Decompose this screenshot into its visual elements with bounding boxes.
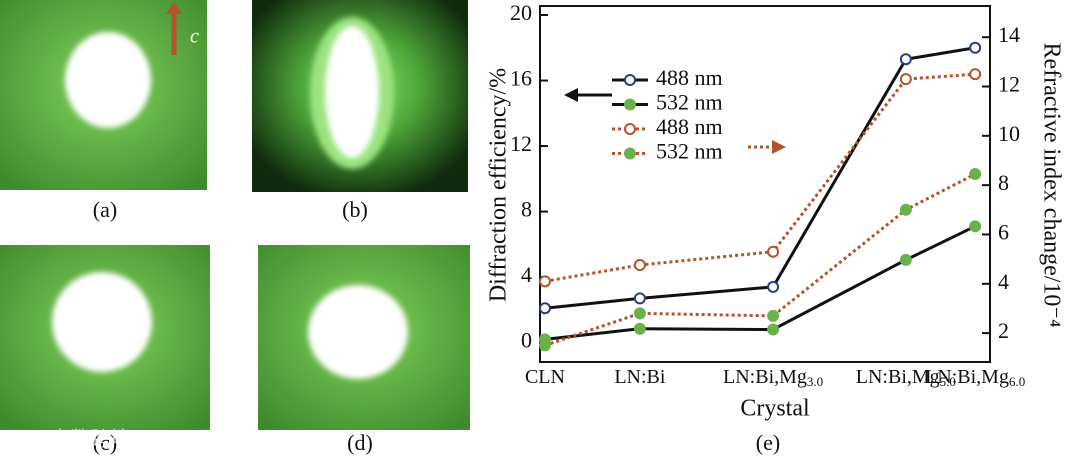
marker <box>899 253 912 266</box>
legend-marker <box>624 74 636 86</box>
y-tick-label: 8 <box>521 197 532 222</box>
series-line <box>544 72 976 283</box>
legend-label: 488 nm <box>656 114 723 139</box>
marker <box>969 68 982 81</box>
category: CLN <box>525 366 565 388</box>
y2-axis-label: Refractive index change/10⁻⁴ <box>1038 43 1064 328</box>
marker <box>633 322 646 335</box>
photo-c <box>0 245 210 430</box>
y2-tick-label: 2 <box>998 318 1009 343</box>
y2-tick-label: 14 <box>998 22 1020 47</box>
marker <box>969 41 982 54</box>
series-line <box>544 46 976 310</box>
marker <box>899 53 912 66</box>
marker <box>633 292 646 305</box>
x-tick-label: LN:Bi,Mg5.0 <box>856 366 956 389</box>
x-tick-label: CLN <box>525 366 565 388</box>
marker <box>767 323 780 336</box>
chart-label: (e) <box>756 430 780 455</box>
category: LN:Bi,Mg <box>856 366 940 388</box>
legend-label: 532 nm <box>656 139 723 164</box>
y-tick-label: 0 <box>521 328 532 353</box>
y-tick-label: 4 <box>521 262 532 287</box>
legend-marker <box>624 123 636 135</box>
legend-arrows <box>564 88 786 154</box>
panel-label: (c) <box>93 430 117 455</box>
marker <box>538 275 551 288</box>
axis-annotation: c <box>190 26 199 48</box>
axes <box>539 5 991 363</box>
photo-b <box>252 0 468 192</box>
marker <box>538 339 551 352</box>
y2-tick-label: 4 <box>998 269 1009 294</box>
category: LN:Bi <box>614 366 666 388</box>
marker <box>969 220 982 233</box>
panel-label: (a) <box>93 197 117 222</box>
category-subscript: 6.0 <box>1009 374 1025 389</box>
marker <box>633 307 646 320</box>
photo-d <box>258 245 470 430</box>
marker <box>538 302 551 315</box>
category: LN:Bi,Mg <box>925 366 1009 388</box>
marker <box>767 309 780 322</box>
y2-tick-label: 8 <box>998 170 1009 195</box>
x-tick-label: LN:Bi,Mg3.0 <box>723 366 823 389</box>
panel-label: (d) <box>347 430 373 455</box>
category-subscript: 3.0 <box>807 374 823 389</box>
photo-a: c <box>0 0 207 190</box>
x-axis-label: Crystal <box>740 396 810 422</box>
y2-tick-label: 12 <box>998 72 1020 97</box>
watermark: 大数跨境 <box>50 427 130 451</box>
marker <box>767 280 780 293</box>
y-axis-label: Diffraction efficiency/% <box>486 68 512 302</box>
y2-tick-label: 6 <box>998 220 1009 245</box>
y-tick-label: 12 <box>510 131 532 156</box>
panel-label: (b) <box>342 197 368 222</box>
x-tick-label: LN:Bi <box>614 366 666 388</box>
x-tick-label: LN:Bi,Mg6.0 <box>925 366 1025 389</box>
category: LN:Bi,Mg <box>723 366 807 388</box>
marker <box>633 259 646 272</box>
marker <box>969 168 982 181</box>
marker <box>899 203 912 216</box>
marker <box>767 245 780 258</box>
category-subscript: 5.0 <box>940 374 956 389</box>
series-line <box>544 172 976 347</box>
y-tick-label: 16 <box>510 66 532 91</box>
legend-label: 488 nm <box>656 65 723 90</box>
legend-marker <box>624 98 636 111</box>
y2-tick-label: 10 <box>998 121 1020 146</box>
marker <box>899 73 912 86</box>
y-tick-label: 20 <box>510 0 532 25</box>
legend-label: 532 nm <box>656 90 723 115</box>
legend-marker <box>624 147 636 160</box>
